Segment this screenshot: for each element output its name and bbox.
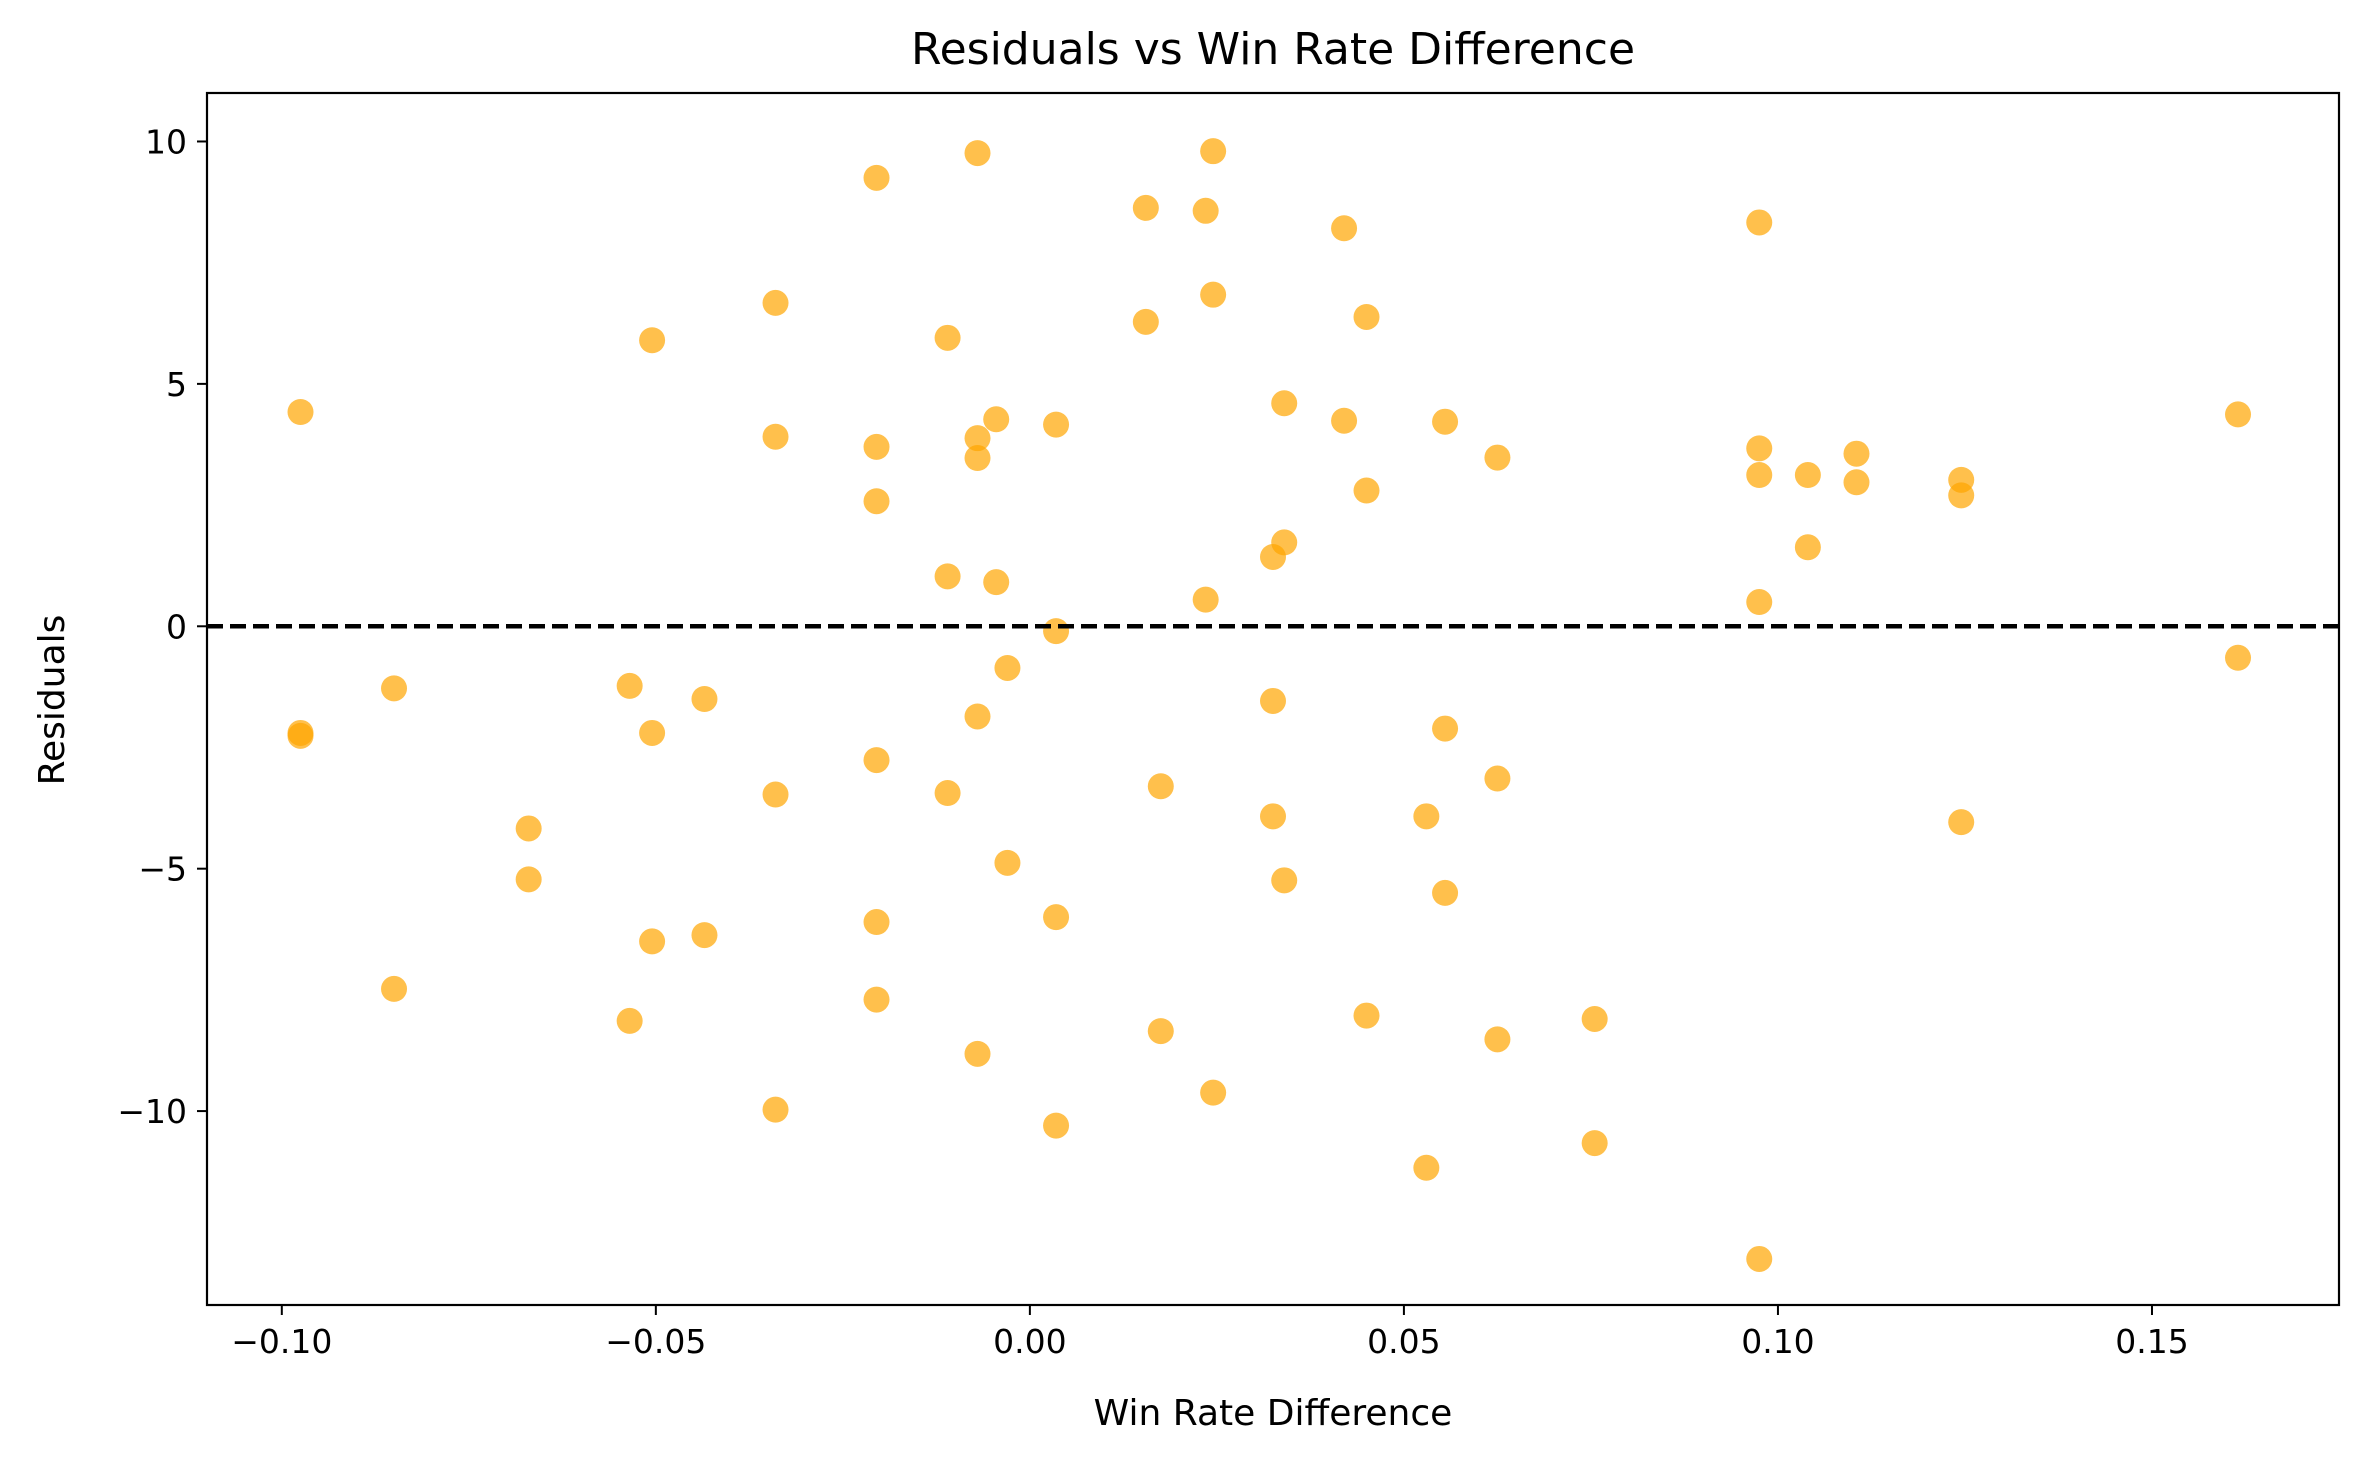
data-point [1432, 715, 1459, 742]
data-point [1746, 1245, 1773, 1272]
data-point [1331, 407, 1358, 434]
data-point [863, 164, 890, 191]
data-point [1043, 618, 1070, 645]
data-point [1948, 809, 1975, 836]
data-point [1413, 1154, 1440, 1181]
data-point [1484, 444, 1511, 471]
data-point [863, 747, 890, 774]
data-point [1413, 803, 1440, 830]
data-point [1353, 1002, 1380, 1029]
x-tick-label: 0.10 [1741, 1322, 1814, 1361]
data-point [1192, 586, 1219, 613]
y-tick-label: 10 [145, 122, 187, 161]
data-point [515, 866, 542, 893]
data-point [964, 140, 991, 167]
chart-title: Residuals vs Win Rate Difference [911, 24, 1635, 75]
data-point [1192, 197, 1219, 224]
data-point [1132, 194, 1159, 221]
data-point [2225, 644, 2252, 671]
data-point [863, 488, 890, 515]
data-point [1353, 303, 1380, 330]
data-point [1746, 462, 1773, 489]
data-point [1746, 435, 1773, 462]
data-point [381, 975, 408, 1002]
data-point [1581, 1005, 1608, 1032]
data-point [964, 703, 991, 730]
data-point [863, 909, 890, 936]
data-point [994, 849, 1021, 876]
data-point [381, 675, 408, 702]
data-point [1147, 1018, 1174, 1045]
data-point [1794, 462, 1821, 489]
x-tick-label: −0.05 [605, 1322, 706, 1361]
data-point [964, 445, 991, 472]
data-point [1843, 469, 1870, 496]
data-point [1043, 904, 1070, 931]
data-point [1746, 589, 1773, 616]
data-point [1746, 209, 1773, 236]
data-point [934, 563, 961, 590]
data-point [1948, 482, 1975, 509]
x-tick-label: 0.15 [2115, 1322, 2188, 1361]
data-point [1043, 1112, 1070, 1139]
data-point [1147, 773, 1174, 800]
y-axis-label: Residuals [32, 615, 73, 786]
data-point [762, 781, 789, 808]
data-point [1200, 138, 1227, 165]
data-point [1271, 390, 1298, 417]
data-point [964, 1040, 991, 1067]
data-point [1271, 529, 1298, 556]
data-point [639, 719, 666, 746]
x-tick-label: −0.10 [231, 1322, 332, 1361]
data-point [762, 1096, 789, 1123]
data-point [1843, 440, 1870, 467]
axes-frame [205, 91, 2341, 1307]
data-point [934, 324, 961, 351]
data-point [691, 922, 718, 949]
data-point [964, 425, 991, 452]
data-point [762, 423, 789, 450]
data-point [1043, 411, 1070, 438]
data-point [287, 722, 314, 749]
data-point [934, 780, 961, 807]
data-point [515, 815, 542, 842]
data-point [616, 1007, 643, 1034]
data-point [1271, 867, 1298, 894]
data-point [616, 672, 643, 699]
y-tick-label: 5 [166, 365, 187, 404]
data-point [1331, 215, 1358, 242]
data-point [639, 928, 666, 955]
data-point [762, 289, 789, 316]
data-point [983, 406, 1010, 433]
data-point [287, 399, 314, 425]
data-point [1484, 765, 1511, 792]
y-tick-label: −10 [117, 1092, 187, 1131]
data-point [1432, 879, 1459, 906]
data-point [1432, 408, 1459, 435]
plot-area: −0.10 −0.05 0.00 0.05 0.10 0.15 10 5 0 −5 −10 [117, 91, 2341, 1361]
data-point [1200, 1079, 1227, 1106]
data-point [863, 986, 890, 1013]
data-point [2225, 401, 2252, 428]
data-point [1260, 687, 1286, 714]
data-point [1484, 1026, 1511, 1053]
x-axis-label: Win Rate Difference [1094, 1393, 1453, 1434]
y-tick-label: 0 [166, 607, 187, 646]
x-tick-label: 0.00 [993, 1322, 1066, 1361]
data-point [691, 686, 718, 712]
data-point [983, 569, 1010, 596]
data-point [1794, 534, 1821, 561]
data-point [1581, 1130, 1608, 1157]
y-tick-label: −5 [138, 850, 187, 889]
data-point [863, 433, 890, 460]
data-point [994, 654, 1021, 681]
data-point [1260, 803, 1286, 830]
x-tick-label: 0.05 [1367, 1322, 1440, 1361]
data-point [1200, 281, 1227, 308]
data-point [1132, 308, 1159, 335]
data-point [1353, 477, 1380, 504]
data-point [639, 327, 666, 354]
